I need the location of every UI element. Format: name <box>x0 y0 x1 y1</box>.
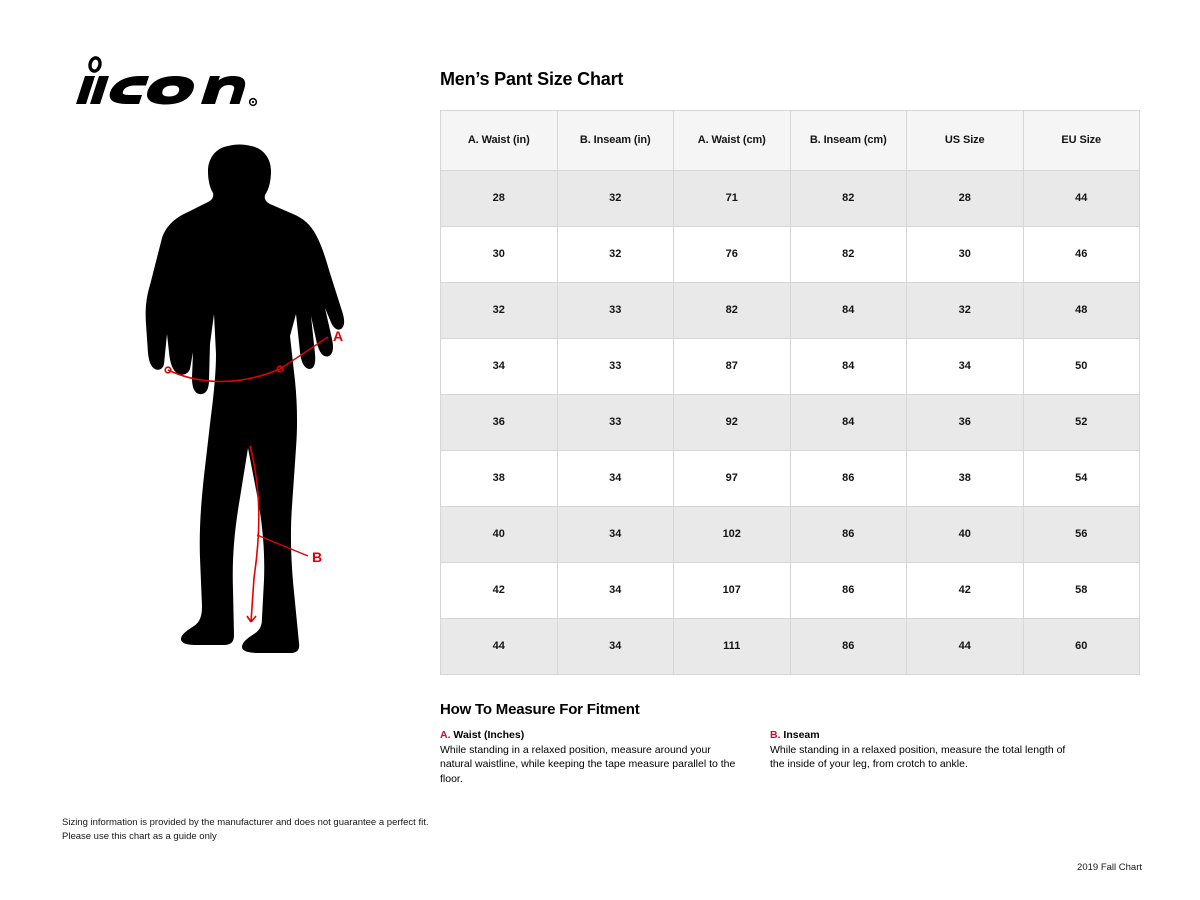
cell-eu-size: 48 <box>1022 281 1140 339</box>
cell-inseam-in: 33 <box>556 281 674 339</box>
cell-eu-size: 44 <box>1022 169 1140 227</box>
cell-waist-cm: 92 <box>673 393 791 451</box>
measure-item-inseam: B. Inseam While standing in a relaxed po… <box>770 728 1070 787</box>
cell-waist-in: 44 <box>440 617 558 675</box>
cell-us-size: 34 <box>906 337 1024 395</box>
cell-waist-in: 32 <box>440 281 558 339</box>
size-chart-panel: Men’s Pant Size Chart A. Waist (in) B. I… <box>440 69 1142 787</box>
cell-waist-cm: 82 <box>673 281 791 339</box>
cell-inseam-cm: 86 <box>789 617 907 675</box>
measure-title-inseam: Inseam <box>783 728 820 741</box>
cell-us-size: 40 <box>906 505 1024 563</box>
cell-eu-size: 50 <box>1022 337 1140 395</box>
cell-us-size: 44 <box>906 617 1024 675</box>
cell-waist-cm: 71 <box>673 169 791 227</box>
measure-item-waist-label: A. Waist (Inches) <box>440 728 740 742</box>
table-row: 28 32 71 82 28 44 <box>440 169 1140 227</box>
size-chart-table: A. Waist (in) B. Inseam (in) A. Waist (c… <box>440 109 1140 675</box>
cell-waist-in: 30 <box>440 225 558 283</box>
waist-annotation-label: A <box>333 328 343 344</box>
cell-waist-cm: 76 <box>673 225 791 283</box>
column-header-eu-size: EU Size <box>1022 109 1140 171</box>
disclaimer-line-1: Sizing information is provided by the ma… <box>62 817 429 828</box>
cell-us-size: 36 <box>906 393 1024 451</box>
measure-item-inseam-label: B. Inseam <box>770 728 1070 742</box>
measure-text-inseam: While standing in a relaxed position, me… <box>770 743 1066 771</box>
table-header-row: A. Waist (in) B. Inseam (in) A. Waist (c… <box>440 109 1140 171</box>
disclaimer-text: Sizing information is provided by the ma… <box>62 816 482 844</box>
cell-waist-cm: 107 <box>673 561 791 619</box>
icon-brand-logo <box>62 52 262 114</box>
cell-waist-in: 36 <box>440 393 558 451</box>
cell-waist-in: 42 <box>440 561 558 619</box>
cell-inseam-in: 33 <box>556 393 674 451</box>
cell-inseam-in: 34 <box>556 449 674 507</box>
cell-inseam-cm: 84 <box>789 393 907 451</box>
cell-us-size: 28 <box>906 169 1024 227</box>
table-row: 30 32 76 82 30 46 <box>440 225 1140 283</box>
cell-waist-cm: 87 <box>673 337 791 395</box>
cell-waist-cm: 102 <box>673 505 791 563</box>
measure-text-waist: While standing in a relaxed position, me… <box>440 743 736 785</box>
cell-eu-size: 46 <box>1022 225 1140 283</box>
cell-waist-in: 40 <box>440 505 558 563</box>
cell-inseam-in: 32 <box>556 169 674 227</box>
cell-inseam-in: 32 <box>556 225 674 283</box>
chart-edition-label: 2019 Fall Chart <box>1077 862 1142 873</box>
cell-inseam-cm: 82 <box>789 225 907 283</box>
measure-item-waist: A. Waist (Inches) While standing in a re… <box>440 728 740 787</box>
body-silhouette <box>145 144 345 653</box>
cell-us-size: 42 <box>906 561 1024 619</box>
cell-waist-in: 38 <box>440 449 558 507</box>
column-header-waist-cm: A. Waist (cm) <box>673 109 791 171</box>
cell-inseam-in: 34 <box>556 617 674 675</box>
how-to-measure-section: How To Measure For Fitment A. Waist (Inc… <box>440 701 1140 787</box>
cell-eu-size: 52 <box>1022 393 1140 451</box>
page-title: Men’s Pant Size Chart <box>440 69 624 89</box>
cell-eu-size: 56 <box>1022 505 1140 563</box>
cell-inseam-in: 33 <box>556 337 674 395</box>
disclaimer-line-2: Please use this chart as a guide only <box>62 830 217 842</box>
column-header-inseam-in: B. Inseam (in) <box>556 109 674 171</box>
cell-us-size: 32 <box>906 281 1024 339</box>
cell-inseam-cm: 84 <box>789 281 907 339</box>
cell-us-size: 30 <box>906 225 1024 283</box>
cell-eu-size: 60 <box>1022 617 1140 675</box>
table-row: 34 33 87 84 34 50 <box>440 337 1140 395</box>
inseam-annotation-label: B <box>312 549 322 565</box>
cell-waist-cm: 97 <box>673 449 791 507</box>
cell-inseam-cm: 86 <box>789 505 907 563</box>
how-to-measure-heading: How To Measure For Fitment <box>440 700 640 718</box>
cell-inseam-cm: 82 <box>789 169 907 227</box>
measure-key-b: B. <box>770 728 781 741</box>
table-row: 44 34 111 86 44 60 <box>440 617 1140 675</box>
column-header-us-size: US Size <box>906 109 1024 171</box>
cell-inseam-cm: 86 <box>789 561 907 619</box>
cell-waist-cm: 111 <box>673 617 791 675</box>
cell-inseam-in: 34 <box>556 505 674 563</box>
column-header-waist-in: A. Waist (in) <box>440 109 558 171</box>
cell-us-size: 38 <box>906 449 1024 507</box>
inseam-measure-line <box>246 445 309 623</box>
cell-eu-size: 58 <box>1022 561 1140 619</box>
table-row: 36 33 92 84 36 52 <box>440 393 1140 451</box>
table-row: 32 33 82 84 32 48 <box>440 281 1140 339</box>
cell-inseam-in: 34 <box>556 561 674 619</box>
table-row: 40 34 102 86 40 56 <box>440 505 1140 563</box>
cell-inseam-cm: 84 <box>789 337 907 395</box>
table-row: 38 34 97 86 38 54 <box>440 449 1140 507</box>
column-header-inseam-cm: B. Inseam (cm) <box>789 109 907 171</box>
table-row: 42 34 107 86 42 58 <box>440 561 1140 619</box>
measure-title-waist: Waist (Inches) <box>453 728 525 741</box>
cell-waist-in: 28 <box>440 169 558 227</box>
cell-waist-in: 34 <box>440 337 558 395</box>
table-body: 28 32 71 82 28 44 30 32 76 82 30 46 32 3… <box>440 169 1140 675</box>
cell-inseam-cm: 86 <box>789 449 907 507</box>
waist-measure-line <box>164 336 329 383</box>
male-figure-illustration: A B <box>120 138 380 678</box>
cell-eu-size: 54 <box>1022 449 1140 507</box>
measure-key-a: A. <box>440 728 451 741</box>
